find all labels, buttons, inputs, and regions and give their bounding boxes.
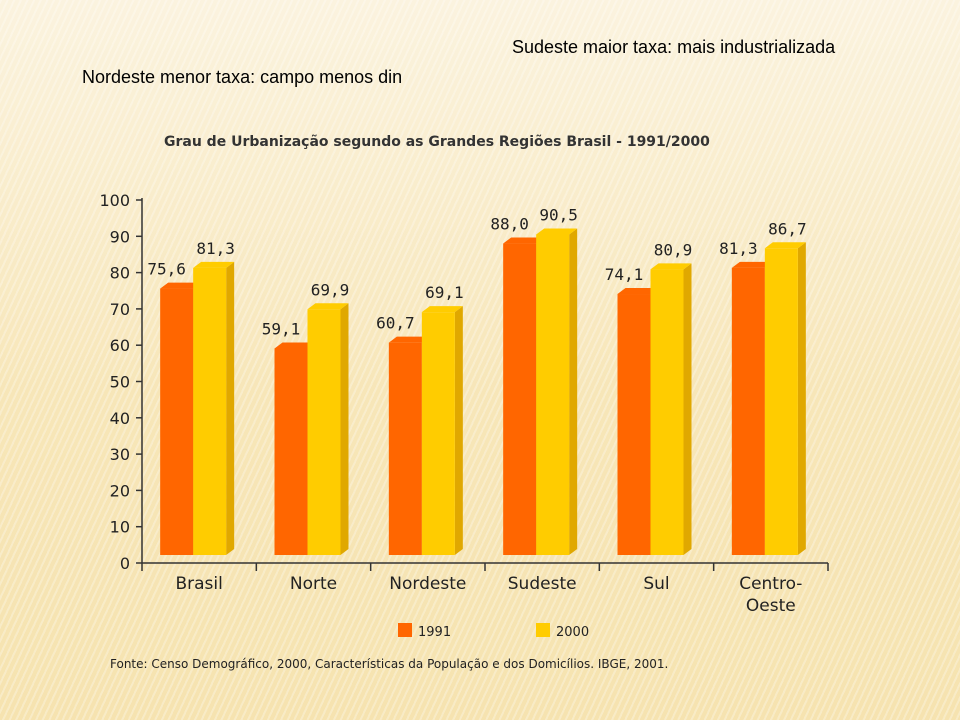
- legend-label-1991: 1991: [418, 625, 451, 640]
- bar-2000: [307, 309, 341, 555]
- bar-2000: [421, 312, 455, 555]
- y-tick-label: 100: [99, 191, 130, 210]
- data-label-2000: 86,7: [768, 219, 807, 238]
- bar-2000: [764, 248, 798, 556]
- data-label-2000: 69,9: [311, 280, 350, 299]
- bar-1991: [388, 342, 422, 555]
- y-tick-label: 30: [110, 445, 130, 464]
- bar-side-2000: [226, 261, 235, 555]
- bar-top-2000: [193, 261, 235, 268]
- chart-legend: 1991 2000: [398, 623, 589, 640]
- category-label: Sudeste: [508, 574, 577, 594]
- bar-side-2000: [340, 303, 349, 555]
- chart-source: Fonte: Censo Demográfico, 2000, Caracter…: [110, 657, 668, 671]
- data-label-1991: 88,0: [490, 215, 529, 234]
- y-tick-label: 0: [120, 554, 130, 573]
- bar-top-1991: [160, 282, 202, 289]
- y-tick-label: 60: [110, 336, 130, 355]
- category-label: Sul: [643, 574, 669, 594]
- bar-1991: [160, 288, 194, 555]
- category-label: Oeste: [746, 596, 796, 616]
- bar-1991: [617, 294, 651, 555]
- category-label: Brasil: [175, 574, 222, 594]
- y-tick-label: 80: [110, 264, 130, 283]
- y-tick-label: 20: [110, 481, 130, 500]
- bar-side-2000: [569, 228, 578, 556]
- bar-top-1991: [388, 336, 430, 343]
- data-label-2000: 81,3: [196, 239, 235, 258]
- legend-swatch-1991: [398, 623, 412, 637]
- data-label-1991: 74,1: [605, 265, 644, 284]
- bar-1991: [731, 267, 765, 555]
- chart-axes: 0 10 20 30 40 50 60 70 80 90 100: [99, 191, 829, 573]
- bar-top-1991: [274, 342, 316, 349]
- bar-2000: [536, 234, 570, 556]
- category-label: Centro-: [739, 574, 802, 594]
- y-tick-label: 50: [110, 373, 130, 392]
- bar-2000: [193, 267, 227, 555]
- data-label-1991: 59,1: [262, 319, 301, 338]
- y-tick-label: 70: [110, 300, 130, 319]
- bar-side-2000: [454, 306, 463, 555]
- bar-top-1991: [503, 237, 545, 244]
- bar-top-2000: [536, 228, 578, 235]
- y-tick-label: 40: [110, 409, 130, 428]
- legend-label-2000: 2000: [556, 625, 589, 640]
- annotation-nordeste: Nordeste menor taxa: campo menos din: [82, 67, 403, 87]
- chart-bars: [160, 228, 806, 556]
- category-label: Norte: [290, 574, 337, 594]
- category-label: Nordeste: [389, 574, 466, 594]
- bar-top-2000: [764, 242, 806, 249]
- annotation-sudeste: Sudeste maior taxa: mais industrializada: [512, 37, 836, 57]
- bar-top-2000: [650, 263, 692, 270]
- data-label-2000: 80,9: [654, 240, 693, 259]
- bar-side-2000: [797, 242, 806, 556]
- bar-side-2000: [683, 263, 692, 555]
- bar-top-2000: [421, 306, 463, 313]
- data-label-1991: 60,7: [376, 314, 415, 333]
- data-label-1991: 81,3: [719, 239, 758, 258]
- bar-top-2000: [307, 303, 349, 310]
- bar-1991: [503, 243, 537, 555]
- data-label-1991: 75,6: [147, 260, 186, 279]
- chart-labels: 75,6 81,3 Brasil 59,1 69,9 Norte 60,7 69,1 Norde…: [147, 205, 806, 616]
- y-tick-label: 90: [110, 227, 130, 246]
- data-label-2000: 90,5: [539, 205, 578, 224]
- bar-2000: [650, 269, 684, 555]
- bar-top-1991: [617, 288, 659, 295]
- chart-title: Grau de Urbanização segundo as Grandes R…: [164, 134, 710, 150]
- data-label-2000: 69,1: [425, 283, 464, 302]
- y-tick-label: 10: [110, 518, 130, 537]
- legend-swatch-2000: [536, 623, 550, 637]
- bar-1991: [274, 348, 308, 555]
- bar-top-1991: [731, 261, 773, 268]
